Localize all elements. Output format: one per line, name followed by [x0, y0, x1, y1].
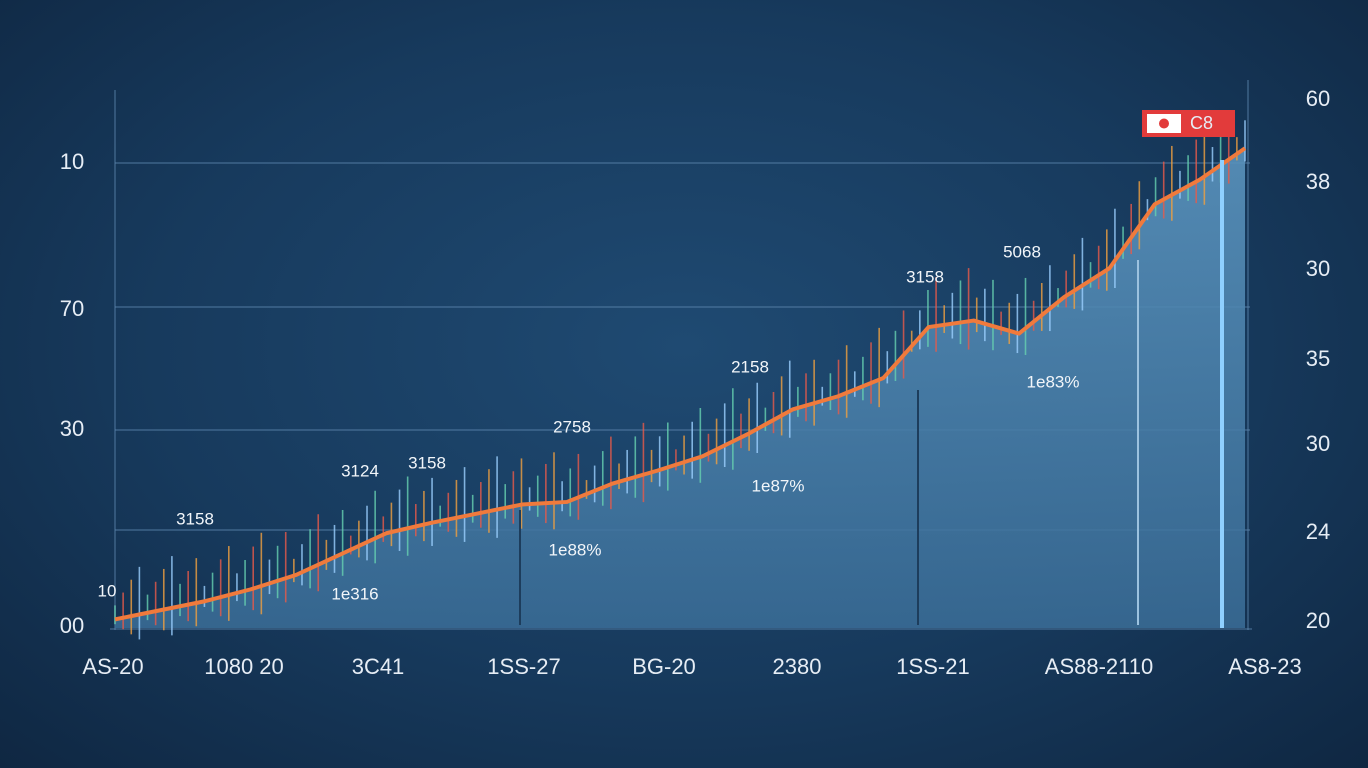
- annotation: 2158: [731, 357, 769, 376]
- x-axis-label: AS-20: [82, 654, 143, 679]
- plot: [114, 113, 1247, 640]
- legend: C8: [1142, 110, 1235, 137]
- decor-lines: [519, 160, 1224, 628]
- right-axis-label: 24: [1306, 519, 1330, 544]
- annotation: 2758: [553, 417, 591, 436]
- x-axis-label: AS88-2110: [1045, 654, 1153, 679]
- annotation: 1e316: [331, 584, 378, 603]
- annotation: 10: [98, 581, 117, 600]
- left-axis-label: 70: [60, 296, 84, 321]
- left-axis-label: 30: [60, 416, 84, 441]
- area: [115, 148, 1245, 628]
- right-axis-label: 35: [1306, 346, 1330, 371]
- grid: [110, 80, 1252, 630]
- left-axis-label: 10: [60, 149, 84, 174]
- x-axis-label: 2380: [773, 654, 822, 679]
- annotation: 1e87%: [752, 476, 805, 495]
- right-axis-label: 30: [1306, 431, 1330, 456]
- legend-label: C8: [1190, 113, 1213, 133]
- left-axis-label: 00: [60, 613, 84, 638]
- annotation: 3158: [176, 509, 214, 528]
- legend-flag-mark: [1159, 118, 1169, 129]
- x-axis-label: AS8-23: [1228, 654, 1301, 679]
- annotation: 3158: [408, 453, 446, 472]
- right-axis-label: 60: [1306, 86, 1330, 111]
- x-axis-label: 1080 20: [204, 654, 284, 679]
- annotation: 1e88%: [549, 540, 602, 559]
- x-axis-label: 3C41: [352, 654, 405, 679]
- x-axis-label: BG-20: [632, 654, 696, 679]
- annotation: 3124: [341, 461, 379, 480]
- annotation: 1e83%: [1027, 372, 1080, 391]
- right-axis-label: 30: [1306, 256, 1330, 281]
- annotation: 5068: [1003, 242, 1041, 261]
- right-axis-label: 20: [1306, 608, 1330, 633]
- x-axis-label: 1SS-27: [487, 654, 560, 679]
- annotation: 3158: [906, 267, 944, 286]
- line: [114, 146, 1247, 622]
- right-axis-label: 38: [1306, 169, 1330, 194]
- x-axis-label: 1SS-21: [896, 654, 969, 679]
